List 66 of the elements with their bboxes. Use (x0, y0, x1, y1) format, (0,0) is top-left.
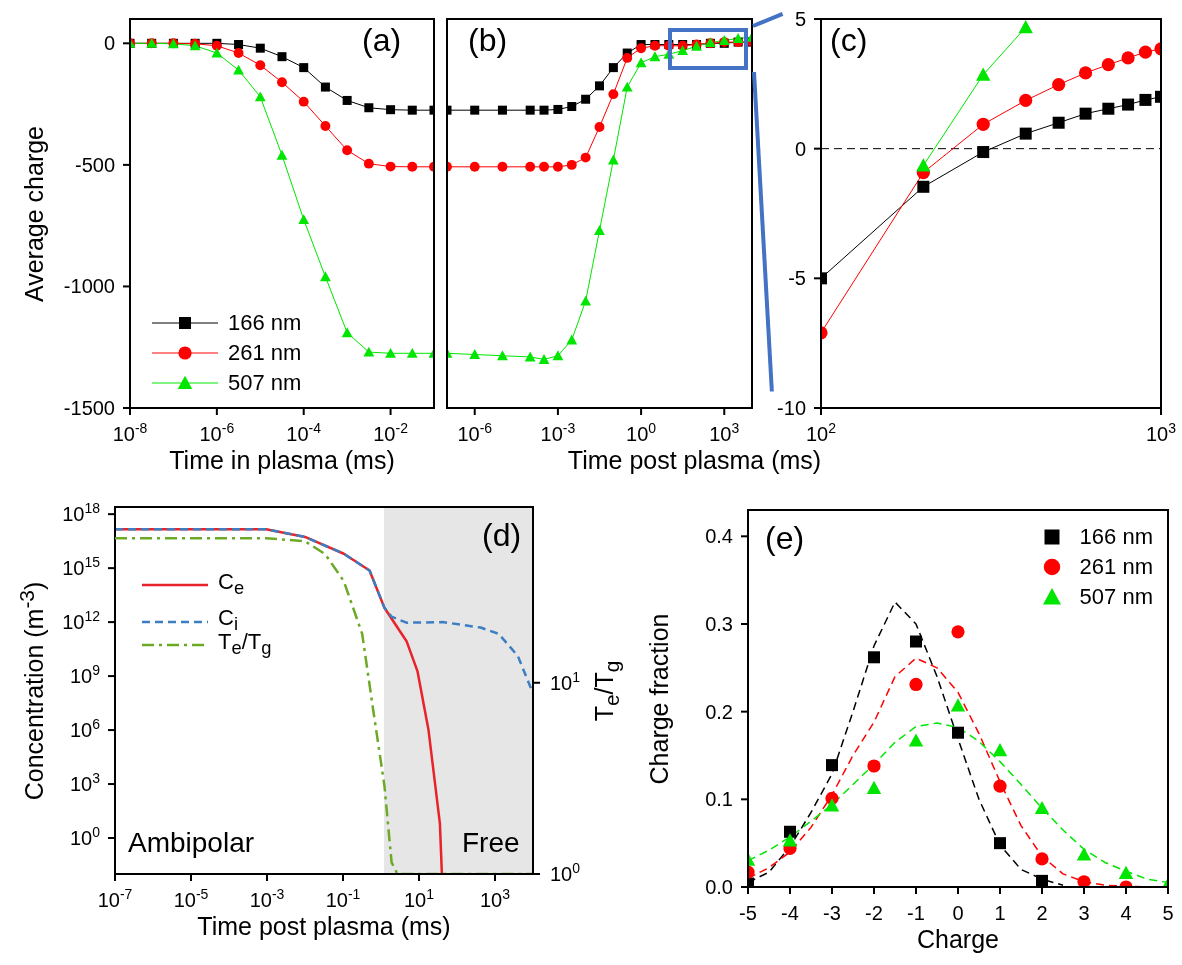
x-tick-label: 1 (994, 902, 1006, 924)
annotation: (a) (362, 22, 402, 59)
y-tick-label: 10$^{18}$ (62, 500, 101, 526)
legend-label: 261 nm (228, 339, 302, 367)
annotation: (d) (482, 517, 522, 554)
annotation: (e) (765, 520, 805, 557)
x-tick-label: 10$^{-7}$ (97, 886, 133, 911)
y-tick-label: 0.4 (705, 525, 733, 548)
y-tick-label: -5 (788, 267, 806, 290)
legend-label: 507 nm (1079, 583, 1153, 611)
y-tick-label: 10$^{0}$ (69, 824, 101, 850)
x-tick-label: 10$^{2}$ (805, 420, 837, 445)
x-tick-label: 10$^{-4}$ (286, 420, 322, 445)
y-tick-label: 10$^{12}$ (62, 608, 101, 634)
x-tick-label: -3 (823, 902, 841, 924)
y-tick-label: 10$^{3}$ (69, 770, 101, 796)
legend-label: C$_{e}$ (218, 568, 245, 601)
y-tick-label: 10$^{6}$ (69, 716, 101, 742)
x-tick-label: 0 (952, 902, 964, 924)
x-tick-label: 10$^{-6}$ (457, 420, 493, 445)
x-tick-label: 2 (1036, 902, 1048, 924)
y-tick-label: 10$^{15}$ (62, 554, 101, 580)
annotation: (c) (830, 22, 868, 59)
y-axis-title: Average charge (19, 124, 49, 304)
x-axis-title: Time post plasma (ms) (566, 446, 823, 475)
y-tick-label: 0.2 (705, 700, 733, 723)
x-tick-label: -4 (781, 902, 799, 924)
x-tick-label: 10$^{-3}$ (540, 420, 576, 445)
x-tick-label: -2 (865, 902, 883, 924)
x-tick-label: 5 (1162, 902, 1174, 924)
x-tick-label: -5 (739, 902, 757, 924)
y-tick-label: -1000 (63, 275, 115, 298)
x-axis-title: Charge (916, 925, 1000, 954)
x-tick-label: 4 (1120, 902, 1132, 924)
x-tick-label: 10$^{-1}$ (325, 886, 361, 911)
legend-label: 166 nm (228, 309, 302, 337)
x-tick-label: 10$^{-2}$ (373, 420, 409, 445)
y-tick-label: 5 (794, 8, 806, 30)
x-tick-label: 10$^{-8}$ (112, 420, 148, 445)
legend-label: 166 nm (1079, 523, 1153, 551)
y-tick-label: -500 (74, 153, 115, 176)
legend-label: 507 nm (228, 369, 302, 397)
y-tick-label: 0 (103, 32, 115, 55)
y-tick-label: -1500 (63, 397, 115, 419)
y-axis-title: Charge fraction (644, 612, 674, 786)
y-tick-label: 0.0 (705, 876, 733, 898)
annotation: Free (462, 827, 520, 859)
x-tick-label: 10$^{0}$ (626, 420, 657, 445)
x-tick-label: 10$^{1}$ (403, 886, 435, 911)
x-tick-label: 10$^{3}$ (1145, 420, 1177, 445)
y-tick-label: -10 (777, 397, 806, 419)
x-tick-label: 10$^{-5}$ (173, 886, 209, 911)
y-tick-label: 10$^{9}$ (69, 662, 101, 688)
annotation: Ambipolar (128, 827, 255, 859)
x-tick-label: -1 (907, 902, 925, 924)
annotation: (b) (468, 22, 508, 59)
x-axis-title: Time post plasma (ms) (196, 912, 452, 941)
y-tick-label: 0.1 (705, 788, 733, 811)
y-tick-label: 0.3 (705, 612, 733, 635)
x-tick-label: 10$^{-3}$ (249, 886, 285, 911)
x-tick-label: 10$^{-6}$ (199, 420, 235, 445)
y-tick-label: 0 (794, 137, 806, 160)
legend-label: 261 nm (1079, 553, 1153, 581)
x-tick-label: 3 (1078, 902, 1090, 924)
x-tick-label: 10$^{3}$ (479, 886, 511, 911)
x-axis-title: Time in plasma (ms) (168, 446, 396, 475)
